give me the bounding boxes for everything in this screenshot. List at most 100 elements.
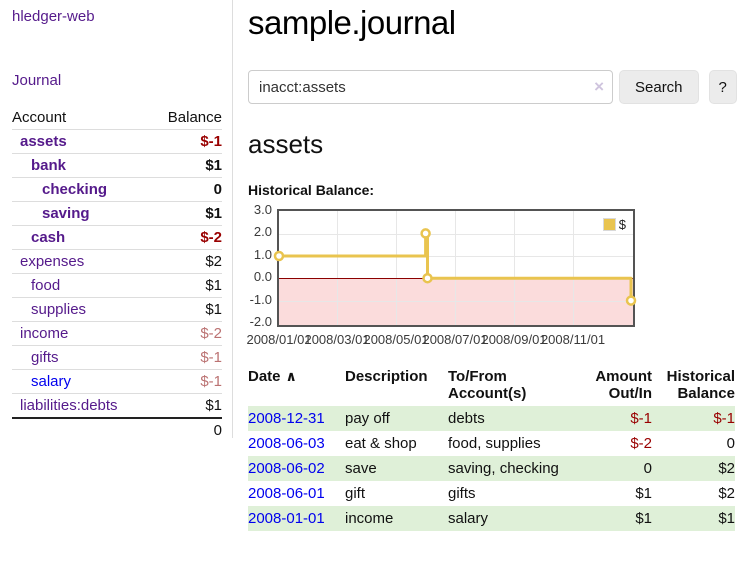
account-row: assets $-1 (12, 129, 222, 154)
register-header-accounts: To/From Account(s) (448, 368, 527, 402)
accounts-header-balance: Balance (150, 106, 222, 130)
legend-label: $ (618, 217, 626, 232)
account-link-checking[interactable]: checking (42, 181, 108, 198)
transaction-balance: $-1 (652, 406, 735, 431)
transaction-date-link[interactable]: 2008-01-01 (248, 510, 325, 527)
search-input[interactable] (248, 70, 613, 104)
chart-title: Historical Balance: (248, 182, 375, 198)
sidebar: hledger-web Journal Account Balance asse… (0, 0, 232, 442)
account-balance: 0 (150, 177, 222, 202)
chart-plot-area: $ (273, 209, 637, 327)
account-row: bank $1 (12, 153, 222, 178)
account-balance: $1 (150, 393, 222, 418)
transaction-date-link[interactable]: 2008-06-03 (248, 435, 325, 452)
account-link-saving[interactable]: saving (42, 205, 90, 222)
sort-ascending-icon: ∧ (285, 368, 297, 384)
account-balance: $1 (150, 273, 222, 298)
account-link-gifts[interactable]: gifts (31, 349, 59, 366)
help-button[interactable]: ? (708, 70, 737, 104)
account-link-liabilities-debts[interactable]: liabilities:debts (20, 397, 118, 414)
search-button[interactable]: Search (619, 70, 699, 104)
y-tick: 1.0 (253, 247, 272, 262)
register-row: 2008-06-02 save saving, checking 0 $2 (248, 456, 735, 481)
account-row: supplies $1 (12, 297, 222, 322)
chart-legend: $ (600, 216, 628, 233)
account-link-salary[interactable]: salary (31, 373, 72, 390)
x-tick: 2008/07/01 (422, 332, 488, 347)
data-point-marker (420, 228, 431, 239)
register-header-row: Date ∧ Description To/From Account(s) Amo… (248, 366, 735, 406)
transaction-balance: 0 (726, 435, 735, 452)
accounts-table: Account Balance assets $-1 bank $1 checkin… (12, 106, 222, 442)
account-balance: $-1 (150, 129, 222, 154)
account-balance: $1 (150, 153, 222, 178)
account-row: salary $-1 (12, 369, 222, 394)
account-balance: $-1 (150, 345, 222, 370)
transaction-date-link[interactable]: 2008-12-31 (248, 410, 325, 427)
x-tick: 2008/09/01 (481, 332, 547, 347)
register-row: 2008-01-01 income salary $1 $1 (248, 506, 735, 531)
transaction-accounts: gifts (448, 485, 476, 502)
transaction-accounts: debts (448, 406, 577, 431)
page-title: sample.journal (248, 4, 456, 41)
transaction-description: save (345, 456, 448, 481)
register-table: Date ∧ Description To/From Account(s) Amo… (248, 366, 735, 531)
data-point-marker (625, 295, 637, 306)
historical-balance-chart: 3.0 2.0 1.0 0.0 -1.0 -2.0 (246, 202, 742, 347)
app-title-link[interactable]: hledger-web (12, 8, 95, 25)
transaction-amount: 0 (577, 456, 652, 481)
account-link-cash[interactable]: cash (31, 229, 66, 246)
transaction-amount: $1 (635, 485, 652, 502)
register-header-date[interactable]: Date ∧ (248, 368, 297, 385)
register-header-balance: Historical Balance (666, 368, 735, 402)
sidebar-item-journal[interactable]: Journal (12, 72, 62, 89)
transaction-amount: $-2 (630, 435, 652, 452)
balance-step-line (273, 228, 637, 306)
transaction-balance: $1 (652, 506, 735, 531)
account-row: saving $1 (12, 201, 222, 226)
transaction-amount: $-1 (577, 406, 652, 431)
account-balance: $-1 (150, 369, 222, 394)
legend-swatch-icon (602, 218, 616, 231)
sidebar-divider (232, 0, 233, 438)
account-balance: $1 (150, 297, 222, 322)
accounts-total-balance: 0 (150, 417, 222, 442)
y-tick: 0.0 (253, 269, 272, 284)
y-tick: 2.0 (253, 224, 272, 239)
transaction-description: income (345, 506, 448, 531)
register-row: 2008-12-31 pay off debts $-1 $-1 (248, 406, 735, 431)
register-row: 2008-06-03 eat & shop food, supplies $-2… (248, 431, 735, 456)
account-balance: $1 (150, 201, 222, 226)
account-heading: assets (248, 129, 324, 159)
data-point-marker (422, 272, 433, 284)
account-link-expenses[interactable]: expenses (20, 253, 85, 270)
account-link-income[interactable]: income (20, 325, 69, 342)
account-row: gifts $-1 (12, 345, 222, 370)
account-link-food[interactable]: food (31, 277, 61, 294)
y-tick: 3.0 (253, 202, 272, 217)
account-link-supplies[interactable]: supplies (31, 301, 87, 318)
register-header-amount: Amount Out/In (595, 368, 652, 402)
y-tick: -1.0 (249, 292, 272, 307)
clear-search-icon[interactable]: × (594, 77, 604, 96)
account-balance: $-2 (150, 225, 222, 250)
register-header-description: Description (345, 368, 428, 385)
y-tick: -2.0 (249, 314, 272, 329)
x-tick: 2008/11/01 (540, 332, 606, 347)
transaction-balance: $2 (652, 456, 735, 481)
account-balance: $-2 (150, 321, 222, 346)
register-row: 2008-06-01 gift gifts $1 $2 (248, 481, 735, 506)
account-row: cash $-2 (12, 225, 222, 250)
account-link-assets[interactable]: assets (20, 133, 67, 150)
account-row: checking 0 (12, 177, 222, 202)
account-row: liabilities:debts $1 (12, 393, 222, 418)
account-row: food $1 (12, 273, 222, 298)
accounts-header-account: Account (12, 106, 151, 130)
account-link-bank[interactable]: bank (31, 157, 67, 174)
transaction-accounts: saving, checking (448, 456, 577, 481)
account-balance: $2 (150, 249, 222, 274)
transaction-accounts: food, supplies (448, 435, 541, 452)
transaction-date-link[interactable]: 2008-06-02 (248, 460, 325, 477)
transaction-date-link[interactable]: 2008-06-01 (248, 485, 325, 502)
